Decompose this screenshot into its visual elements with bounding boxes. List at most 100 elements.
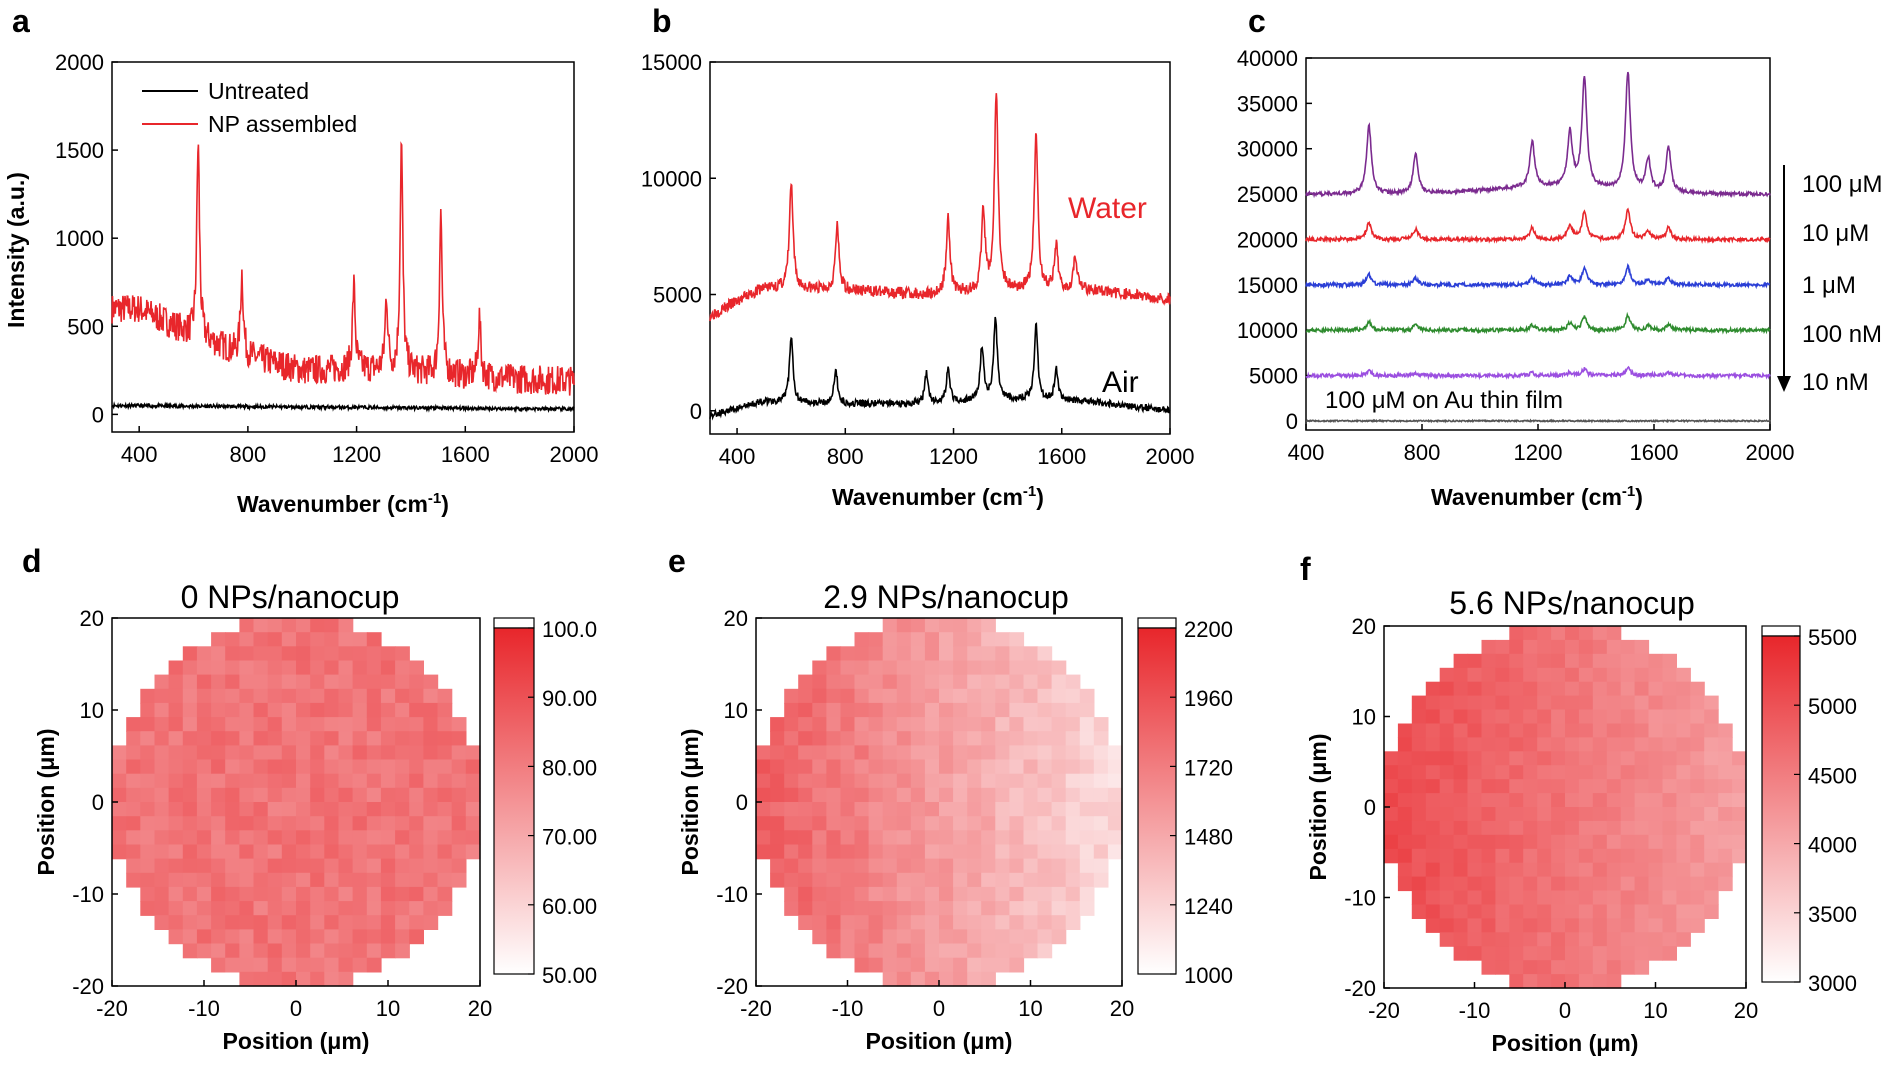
- heatmap-cell: [380, 929, 396, 945]
- heatmap-cell: [324, 745, 340, 761]
- heatmap-cell: [1620, 848, 1636, 864]
- heatmap-cell: [1662, 834, 1677, 850]
- heatmap-cell: [798, 802, 813, 817]
- heatmap-cell: [981, 745, 996, 761]
- heatmap-cell: [281, 618, 297, 633]
- heatmap-cell: [267, 646, 283, 662]
- heatmap-cell: [423, 844, 439, 860]
- heatmap-cell: [352, 872, 368, 888]
- heatmap-cell: [324, 957, 340, 973]
- heatmap-cell: [1051, 901, 1067, 916]
- heatmap-cell: [253, 632, 269, 647]
- heatmap-cell: [910, 731, 926, 746]
- heatmap-cell: [1509, 765, 1524, 780]
- heatmap-cell: [437, 717, 453, 732]
- heatmap-cell: [784, 688, 799, 704]
- panel-d: d 0 NPs/nanocup -20-20-10-100010102020Po…: [22, 543, 597, 1054]
- heatmap-cell: [967, 646, 982, 662]
- heatmap-cell: [451, 858, 467, 874]
- x-tick-label: 10: [376, 996, 400, 1021]
- heatmap-cell: [1037, 830, 1053, 846]
- heatmap-cell: [798, 787, 813, 803]
- heatmap-cell: [366, 816, 382, 831]
- heatmap-cell: [1397, 862, 1413, 878]
- heatmap-cell: [253, 957, 269, 973]
- heatmap-cell: [1384, 751, 1399, 766]
- heatmap-cell: [168, 717, 184, 732]
- heatmap-cell: [168, 844, 184, 860]
- heatmap-cell: [154, 915, 170, 930]
- heatmap-cell: [267, 632, 283, 647]
- spectrum-untreated: [111, 401, 575, 414]
- heatmap-cell: [1051, 731, 1067, 746]
- colorbar-gradient: [1761, 635, 1801, 983]
- heatmap-cell: [1065, 745, 1081, 761]
- heatmap-cell: [1634, 834, 1650, 850]
- heatmap-cell: [1690, 834, 1705, 850]
- heatmap-cell: [981, 646, 996, 662]
- heatmap-cell: [1592, 723, 1608, 738]
- heatmap-cell: [882, 816, 898, 831]
- heatmap-cell: [1065, 816, 1081, 831]
- heatmap-cell: [967, 872, 982, 888]
- heatmap-cell: [1009, 688, 1025, 704]
- heatmap-cell: [1523, 834, 1538, 850]
- heatmap-cell: [1093, 858, 1109, 874]
- heatmap-cell: [1509, 723, 1524, 738]
- heatmap-cell: [1397, 779, 1413, 794]
- heatmap-cell: [882, 858, 898, 874]
- heatmap-cell: [1009, 773, 1025, 789]
- heatmap-cell: [882, 674, 898, 690]
- heatmap-cell: [380, 886, 396, 902]
- heatmap-cell: [225, 787, 240, 803]
- heatmap-cell: [1620, 667, 1636, 683]
- heatmap-cell: [296, 872, 311, 888]
- heatmap-cell: [1009, 745, 1025, 761]
- heatmap-cell: [854, 731, 870, 746]
- heatmap-cell: [995, 717, 1010, 732]
- y-tick-label: -10: [72, 882, 104, 907]
- heatmap-cell: [380, 660, 396, 676]
- heatmap-cell: [1481, 681, 1496, 697]
- y-tick-label: -20: [72, 974, 104, 999]
- heatmap-cell: [239, 802, 255, 817]
- x-tick-label: 1200: [332, 442, 381, 467]
- heatmap-cell: [196, 901, 212, 916]
- heatmap-cell: [924, 688, 940, 704]
- heatmap-cell: [451, 830, 467, 846]
- heatmap-cell: [798, 688, 813, 704]
- heatmap-cell: [196, 886, 212, 902]
- heatmap-cell: [1481, 653, 1496, 669]
- heatmap-cell: [939, 844, 954, 860]
- heatmap-cell: [1592, 974, 1608, 989]
- heatmap-cell: [423, 773, 439, 789]
- heatmap-cell: [1065, 787, 1081, 803]
- heatmap-cell: [896, 660, 912, 676]
- heatmap-cell: [1481, 807, 1496, 822]
- heatmap-cell: [756, 802, 771, 817]
- heatmap-cell: [784, 702, 799, 718]
- heatmap-cell: [967, 773, 982, 789]
- heatmap-cell: [1634, 807, 1650, 822]
- heatmap-cell: [812, 915, 827, 930]
- heatmap-cell: [281, 872, 297, 888]
- colorbar-label: 50.00: [542, 963, 597, 988]
- heatmap-cell: [211, 646, 226, 662]
- heatmap-cell: [910, 872, 926, 888]
- heatmap-cell: [423, 745, 439, 761]
- heatmap-cell: [939, 674, 954, 690]
- heatmap-cell: [854, 957, 870, 973]
- heatmap-cell: [995, 915, 1010, 930]
- heatmap-f: [1384, 626, 1747, 989]
- heatmap-cell: [1425, 751, 1441, 766]
- heatmap-cell: [1606, 946, 1622, 961]
- heatmap-cell: [352, 816, 368, 831]
- heatmap-cell: [1065, 830, 1081, 846]
- heatmap-cell: [1425, 737, 1441, 752]
- heatmap-cell: [1704, 848, 1719, 864]
- y-axis-title: Position (μm): [1305, 734, 1331, 881]
- heatmap-cell: [981, 618, 996, 633]
- heatmap-cell: [296, 674, 311, 690]
- heatmap-cell: [1551, 974, 1566, 989]
- heatmap-cell: [296, 787, 311, 803]
